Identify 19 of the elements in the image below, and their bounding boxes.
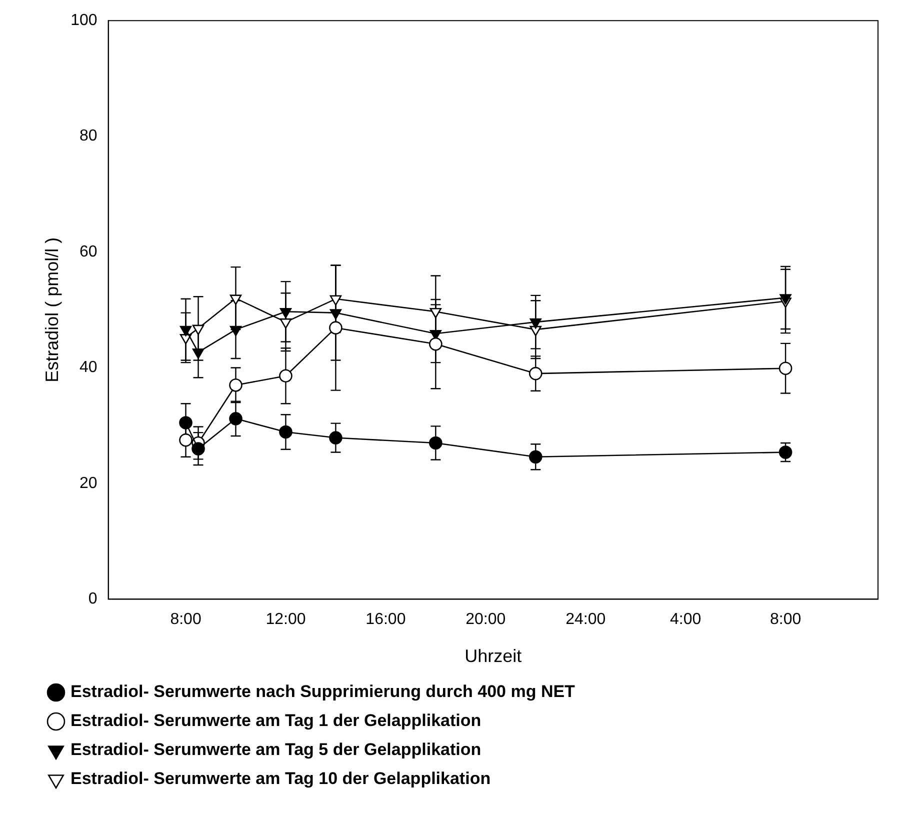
legend-label: Estradiol- Serumwerte am Tag 10 der Gelapplikation bbox=[70, 769, 491, 788]
x-tick-label: 20:00 bbox=[466, 611, 506, 628]
legend-label: Estradiol- Serumwerte am Tag 5 der Gelapplikation bbox=[70, 740, 482, 760]
x-tick-label: 4:00 bbox=[670, 611, 702, 628]
y-tick-label: 40 bbox=[80, 359, 98, 376]
x-tick-label: 24:00 bbox=[566, 611, 606, 628]
y-tick-label: 0 bbox=[88, 590, 98, 608]
x-tick-label: 8:00 bbox=[770, 611, 802, 628]
y-tick-label: 100 bbox=[70, 12, 98, 30]
y-tick-label: 20 bbox=[80, 474, 98, 492]
legend-label: Estradiol- Serumwerte nach Supprimierung durch 400 mg NET bbox=[70, 682, 576, 702]
x-tick-label: 12:00 bbox=[266, 611, 306, 628]
x-axis-title: Uhrzeit bbox=[464, 646, 522, 666]
x-tick-label: 16:00 bbox=[366, 611, 406, 628]
x-tick-label: 8:00 bbox=[170, 611, 202, 628]
y-tick-label: 60 bbox=[80, 243, 98, 260]
y-tick-label: 80 bbox=[80, 128, 98, 145]
y-axis-title: Estradiol ( pmol/l ) bbox=[42, 237, 62, 382]
legend-label: Estradiol- Serumwerte am Tag 1 der Gelapplikation bbox=[70, 711, 482, 730]
